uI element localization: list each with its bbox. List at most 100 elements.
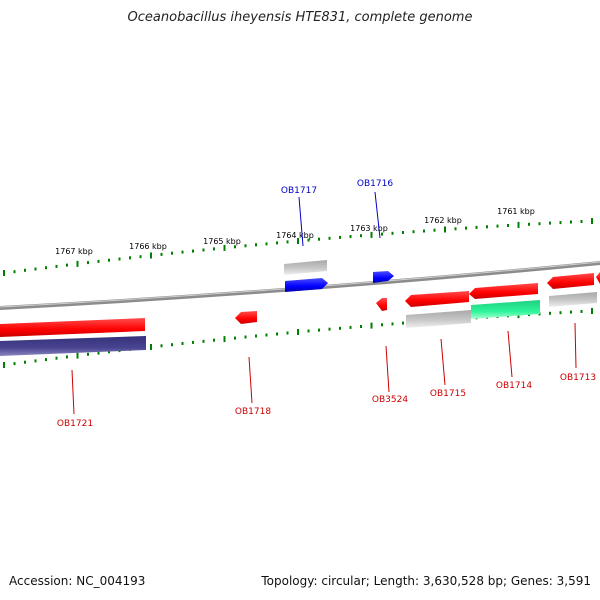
forward-minor-tick	[433, 228, 436, 232]
forward-tick-track	[3, 218, 593, 276]
feature-OB1714[interactable]	[469, 283, 538, 299]
reverse-minor-tick	[45, 358, 47, 362]
gene-label-OB1721[interactable]: OB1721	[57, 419, 93, 429]
feature-small-grey-right[interactable]	[549, 292, 597, 307]
gene-label-OB1713[interactable]: OB1713	[560, 373, 596, 383]
reverse-major-tick	[370, 322, 373, 329]
reverse-major-tick	[3, 362, 5, 368]
feature-OB1721[interactable]	[0, 318, 145, 337]
forward-minor-tick	[507, 224, 509, 227]
feature-OB1714-rna[interactable]	[471, 300, 540, 319]
forward-major-tick	[223, 244, 226, 251]
reverse-minor-tick	[97, 351, 100, 355]
ruler-label-1764: 1764 kbp	[276, 231, 314, 240]
feature-OB1718[interactable]	[235, 311, 257, 324]
forward-minor-tick	[328, 236, 331, 240]
feature-OB1713[interactable]	[547, 273, 594, 289]
reverse-minor-tick	[276, 332, 278, 336]
ruler-labels: 1767 kbp 1766 kbp 1765 kbp 1764 kbp 1763…	[55, 207, 535, 256]
gene-label-OB1714[interactable]: OB1714	[496, 381, 532, 391]
forward-minor-tick	[318, 237, 320, 241]
gene-label-OB1717[interactable]: OB1717	[281, 186, 317, 196]
reverse-minor-tick	[318, 328, 320, 332]
reverse-minor-tick	[160, 344, 163, 348]
forward-major-tick	[150, 252, 152, 259]
forward-minor-tick	[97, 259, 100, 263]
feature-OB1716[interactable]	[373, 271, 394, 283]
reverse-minor-tick	[87, 352, 89, 356]
forward-minor-tick	[454, 227, 457, 231]
reverse-major-tick	[223, 336, 226, 343]
forward-minor-tick	[381, 232, 383, 236]
reverse-minor-tick	[349, 325, 352, 329]
reverse-minor-tick	[34, 359, 37, 363]
gene-label-OB1715[interactable]: OB1715	[430, 389, 466, 399]
forward-minor-tick	[202, 248, 205, 252]
forward-minor-tick	[55, 264, 58, 268]
forward-minor-tick	[286, 240, 289, 244]
forward-minor-tick	[181, 250, 184, 254]
forward-minor-tick	[528, 222, 530, 226]
forward-minor-tick	[118, 257, 121, 261]
forward-major-tick	[370, 231, 373, 238]
reverse-minor-tick	[13, 362, 16, 366]
reverse-minor-tick	[213, 338, 215, 342]
forward-minor-tick	[213, 247, 215, 251]
feature-OB1721-operon[interactable]	[0, 336, 146, 356]
forward-minor-tick	[255, 243, 257, 247]
forward-minor-tick	[66, 263, 68, 267]
forward-minor-tick	[570, 220, 572, 224]
forward-minor-tick	[559, 221, 562, 225]
forward-major-tick	[591, 218, 593, 224]
reverse-minor-tick	[181, 342, 184, 345]
reverse-minor-tick	[381, 323, 383, 327]
forward-minor-tick	[244, 244, 247, 248]
forward-minor-tick	[234, 245, 236, 249]
ruler-label-1767: 1767 kbp	[55, 247, 93, 256]
forward-minor-tick	[391, 231, 394, 235]
forward-minor-tick	[192, 249, 194, 253]
feature-OB3524[interactable]	[376, 298, 387, 311]
gene-label-OB3524[interactable]: OB3524	[372, 395, 408, 405]
reverse-minor-tick	[108, 350, 110, 354]
genome-title: Oceanobacillus iheyensis HTE831, complet…	[127, 10, 473, 25]
forward-minor-tick	[307, 238, 310, 242]
forward-minor-tick	[423, 229, 425, 233]
forward-major-tick	[444, 226, 446, 233]
reverse-minor-tick	[286, 331, 289, 335]
feature-OB1717[interactable]	[285, 278, 328, 292]
reverse-major-tick	[297, 329, 299, 335]
forward-minor-tick	[171, 251, 173, 255]
forward-minor-tick	[339, 235, 341, 239]
feature-OB1715[interactable]	[405, 291, 469, 307]
feature-edge-red[interactable]	[596, 272, 600, 284]
feature-OB1715-pseudo[interactable]	[406, 310, 471, 328]
forward-minor-tick	[34, 267, 37, 271]
forward-minor-tick	[129, 256, 131, 260]
ruler-label-1761: 1761 kbp	[497, 207, 535, 216]
reverse-minor-tick	[255, 334, 257, 338]
reverse-major-tick	[150, 344, 152, 350]
ruler-label-1765: 1765 kbp	[203, 237, 241, 246]
reverse-minor-tick	[66, 355, 68, 359]
reverse-minor-tick	[559, 311, 562, 315]
forward-minor-tick	[349, 235, 352, 238]
feature-OB1717-shadow[interactable]	[284, 260, 327, 275]
reverse-minor-tick	[202, 339, 205, 343]
reverse-minor-tick	[360, 325, 362, 328]
forward-minor-tick	[580, 220, 583, 223]
forward-major-tick	[297, 238, 299, 244]
forward-minor-tick	[360, 234, 362, 238]
forward-minor-tick	[475, 225, 478, 229]
reverse-minor-tick	[307, 329, 310, 333]
forward-minor-tick	[549, 221, 551, 225]
gene-label-OB1718[interactable]: OB1718	[235, 407, 271, 417]
topology-text: Topology: circular; Length: 3,630,528 bp…	[261, 574, 591, 588]
forward-major-tick	[517, 221, 520, 228]
reverse-minor-tick	[192, 340, 194, 344]
forward-minor-tick	[45, 266, 47, 270]
gene-label-OB1716[interactable]: OB1716	[357, 179, 393, 189]
forward-minor-tick	[465, 226, 467, 230]
